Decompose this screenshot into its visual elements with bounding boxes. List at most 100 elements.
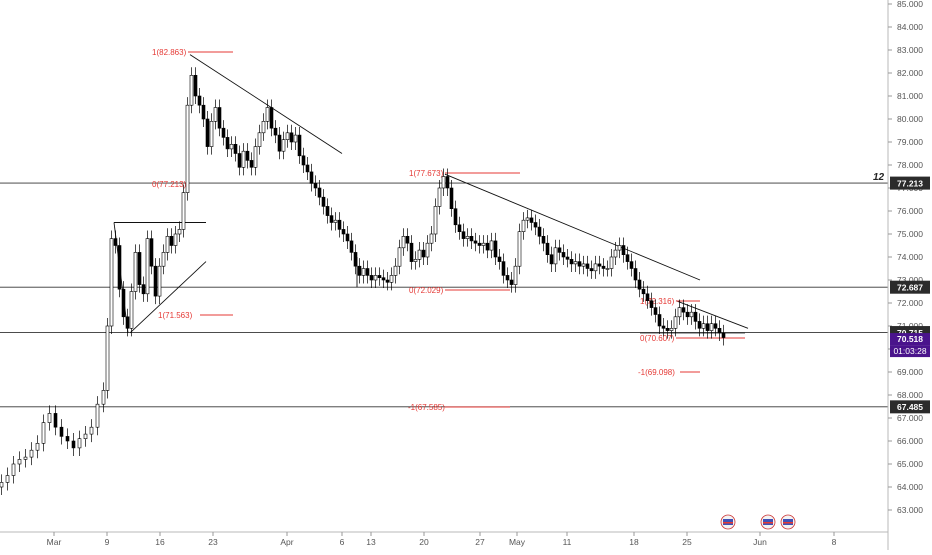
- x-tick-label: 13: [366, 537, 376, 547]
- level-price-tag: [890, 176, 930, 190]
- candle-body: [59, 426, 64, 437]
- candle-body: [449, 187, 454, 210]
- fib-label: 0(70.607): [640, 334, 675, 343]
- candle-body: [261, 121, 266, 134]
- candle-body: [71, 440, 76, 449]
- candle-body: [365, 268, 370, 276]
- y-tick-label: 74.000: [897, 252, 923, 262]
- candle-body: [585, 263, 590, 269]
- candle-body: [35, 442, 40, 451]
- candle-body: [237, 153, 242, 168]
- candle-body: [173, 233, 178, 246]
- y-tick-label: 64.000: [897, 482, 923, 492]
- x-tick-label: 11: [563, 537, 572, 547]
- candle-body: [269, 107, 274, 129]
- candle-body: [537, 226, 542, 237]
- level-price-tag: [890, 280, 930, 294]
- candle-body: [289, 132, 294, 143]
- candle-body: [485, 242, 490, 251]
- candle-body: [285, 132, 290, 141]
- candle-body: [197, 95, 202, 106]
- candle-body: [661, 325, 666, 329]
- candle-body: [253, 146, 258, 168]
- y-tick-label: 71.000: [897, 321, 923, 331]
- y-tick-label: 76.000: [897, 206, 923, 216]
- candle-body: [649, 300, 654, 308]
- candle-body: [561, 252, 566, 258]
- fib-label: -1(67.585): [408, 403, 445, 412]
- candle-body: [313, 183, 318, 189]
- level-price-label: 67.485: [897, 402, 923, 412]
- candle-body: [593, 263, 598, 272]
- candle-body: [517, 231, 522, 267]
- candle-body: [637, 279, 642, 290]
- candle-body: [213, 107, 218, 122]
- candle-body: [429, 233, 434, 244]
- candle-body: [133, 252, 138, 292]
- candle-body: [405, 236, 410, 244]
- candle-body: [153, 265, 158, 297]
- fib-label: -1(69.098): [638, 368, 675, 377]
- candle-body: [529, 217, 534, 223]
- candle-body: [325, 206, 330, 216]
- candle-body: [613, 249, 618, 258]
- x-tick-label: Jun: [753, 537, 767, 547]
- candle-body: [397, 247, 402, 267]
- candle-body: [297, 134, 302, 157]
- candle-body: [277, 134, 282, 152]
- candle-body: [665, 327, 670, 331]
- candle-body: [265, 107, 270, 122]
- candle-body: [697, 321, 702, 329]
- x-tick-label: 20: [419, 537, 429, 547]
- candle-body: [393, 265, 398, 276]
- candle-body: [121, 288, 126, 318]
- candle-body: [645, 293, 650, 301]
- candle-body: [545, 242, 550, 255]
- candle-body: [617, 245, 622, 251]
- candle-body: [409, 242, 414, 262]
- candle-body: [117, 245, 122, 290]
- candle-body: [65, 436, 70, 442]
- y-tick-label: 80.000: [897, 114, 923, 124]
- candle-body: [273, 127, 278, 136]
- candle-body: [441, 176, 446, 189]
- candle-body: [341, 229, 346, 235]
- y-tick-label: 81.000: [897, 91, 923, 101]
- candle-body: [321, 196, 326, 207]
- candle-body: [201, 104, 206, 120]
- x-tick-label: May: [509, 537, 526, 547]
- y-tick-label: 73.000: [897, 275, 923, 285]
- candle-body: [5, 475, 10, 483]
- candle-body: [101, 390, 106, 405]
- candle-body: [505, 275, 510, 281]
- x-tick-label: 23: [208, 537, 218, 547]
- candle-body: [481, 242, 486, 246]
- candle-body: [677, 307, 682, 318]
- current-price-label: 70.518: [897, 334, 923, 344]
- candle-body: [473, 240, 478, 244]
- y-tick-label: 84.000: [897, 22, 923, 32]
- candle-body: [357, 265, 362, 276]
- candle-body: [233, 144, 238, 154]
- candle-body: [625, 254, 630, 262]
- candle-body: [105, 325, 110, 391]
- candle-body: [193, 75, 198, 97]
- candle-body: [333, 219, 338, 223]
- y-tick-label: 82.000: [897, 68, 923, 78]
- candle-body: [281, 139, 286, 152]
- candle-body: [469, 236, 474, 242]
- y-tick-label: 83.000: [897, 45, 923, 55]
- y-tick-label: 75.000: [897, 229, 923, 239]
- candle-body: [249, 160, 254, 168]
- fib-label: 1(77.673): [409, 169, 444, 178]
- fib-label: 0(77.213): [152, 180, 187, 189]
- candle-body: [633, 268, 638, 281]
- candle-body: [129, 291, 134, 329]
- candle-body: [413, 258, 418, 262]
- candle-body: [513, 265, 518, 285]
- candle-body: [361, 268, 366, 276]
- candle-body: [541, 236, 546, 244]
- y-tick-label: 72.000: [897, 298, 923, 308]
